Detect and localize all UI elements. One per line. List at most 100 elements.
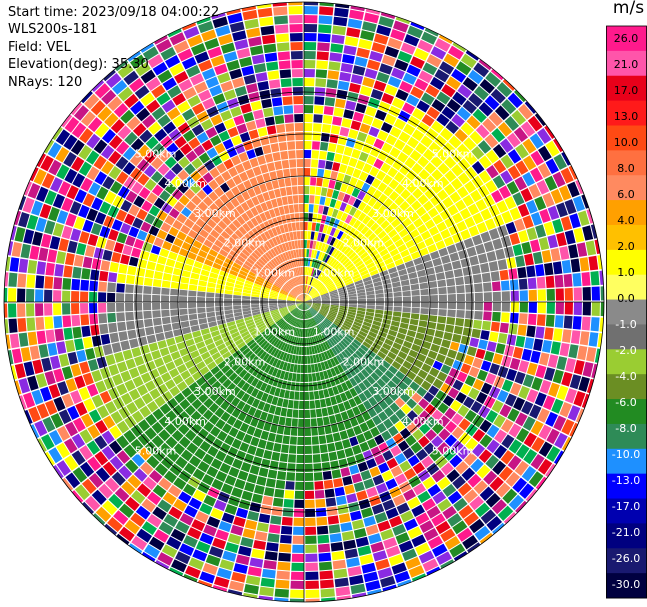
gate: [438, 346, 449, 356]
gate: [157, 255, 167, 265]
gate: [399, 322, 409, 330]
gate: [99, 201, 112, 215]
gate: [196, 416, 208, 428]
gate: [130, 438, 144, 452]
gate: [324, 425, 332, 435]
gate: [317, 285, 325, 292]
gate: [528, 471, 544, 488]
gate: [441, 83, 456, 98]
gate: [304, 60, 316, 69]
gate: [198, 280, 208, 287]
gate: [214, 142, 226, 154]
gate: [116, 302, 125, 312]
gate: [92, 513, 106, 525]
gate: [173, 328, 183, 337]
gate: [326, 339, 333, 348]
gate: [321, 305, 330, 309]
gate: [235, 365, 244, 375]
gate: [440, 228, 451, 240]
gate: [137, 336, 148, 346]
gate: [341, 155, 351, 165]
gate: [344, 277, 353, 284]
gate: [221, 216, 232, 226]
gate: [72, 467, 88, 483]
gate: [455, 392, 467, 404]
gate: [379, 327, 389, 334]
gate: [219, 559, 235, 571]
gate: [178, 156, 190, 169]
gate: [475, 502, 491, 518]
gate: [257, 400, 266, 411]
gate: [407, 454, 420, 467]
gate: [387, 76, 402, 88]
gate: [296, 168, 304, 177]
gate: [76, 349, 87, 363]
gate: [430, 343, 441, 353]
gate: [133, 468, 148, 482]
gate: [289, 326, 295, 335]
gate: [305, 508, 316, 517]
gate: [64, 455, 79, 471]
gate: [436, 323, 446, 331]
gate: [275, 317, 284, 325]
gate: [200, 244, 211, 253]
gate: [111, 342, 122, 353]
gate: [351, 148, 361, 159]
gate: [400, 176, 412, 188]
gate: [426, 505, 441, 519]
gate: [290, 290, 298, 297]
gate: [180, 370, 191, 380]
gate: [353, 395, 362, 406]
gate: [27, 375, 39, 391]
gate: [304, 295, 310, 302]
gate: [198, 392, 209, 404]
gate: [268, 274, 276, 281]
gate: [221, 170, 232, 182]
gate: [379, 575, 396, 588]
gate: [315, 186, 322, 196]
gate: [521, 400, 534, 415]
gate: [17, 318, 27, 332]
gate: [573, 390, 586, 407]
gate: [259, 351, 267, 360]
gate: [457, 527, 473, 542]
gate: [378, 331, 388, 338]
gate: [278, 462, 288, 472]
gate: [304, 294, 306, 302]
gate: [288, 293, 297, 298]
gate: [536, 276, 546, 289]
gate: [581, 393, 590, 409]
gate: [544, 125, 555, 139]
gate: [167, 107, 181, 120]
gate: [501, 302, 510, 312]
gate: [36, 186, 49, 203]
gate: [67, 351, 78, 365]
gate: [330, 292, 339, 297]
gate: [170, 295, 179, 302]
gate: [396, 263, 406, 271]
gate: [185, 257, 195, 266]
gate: [356, 47, 370, 59]
gate: [530, 420, 544, 436]
gate: [248, 271, 258, 278]
ring-label: 3.00km: [194, 207, 236, 220]
gate: [208, 191, 219, 202]
gate: [368, 126, 380, 138]
gate: [270, 310, 279, 315]
gate: [160, 456, 174, 470]
gate: [302, 276, 304, 285]
gate: [363, 515, 377, 527]
gate: [188, 296, 197, 302]
gate: [320, 361, 326, 371]
gate: [296, 298, 304, 302]
gate: [91, 394, 104, 408]
gate: [399, 164, 411, 176]
gate: [381, 470, 394, 482]
gate: [446, 278, 456, 287]
gate: [157, 383, 169, 395]
gate: [360, 327, 369, 334]
gate: [486, 516, 503, 532]
gate: [330, 125, 341, 135]
gate: [158, 149, 171, 162]
gate: [494, 105, 510, 121]
